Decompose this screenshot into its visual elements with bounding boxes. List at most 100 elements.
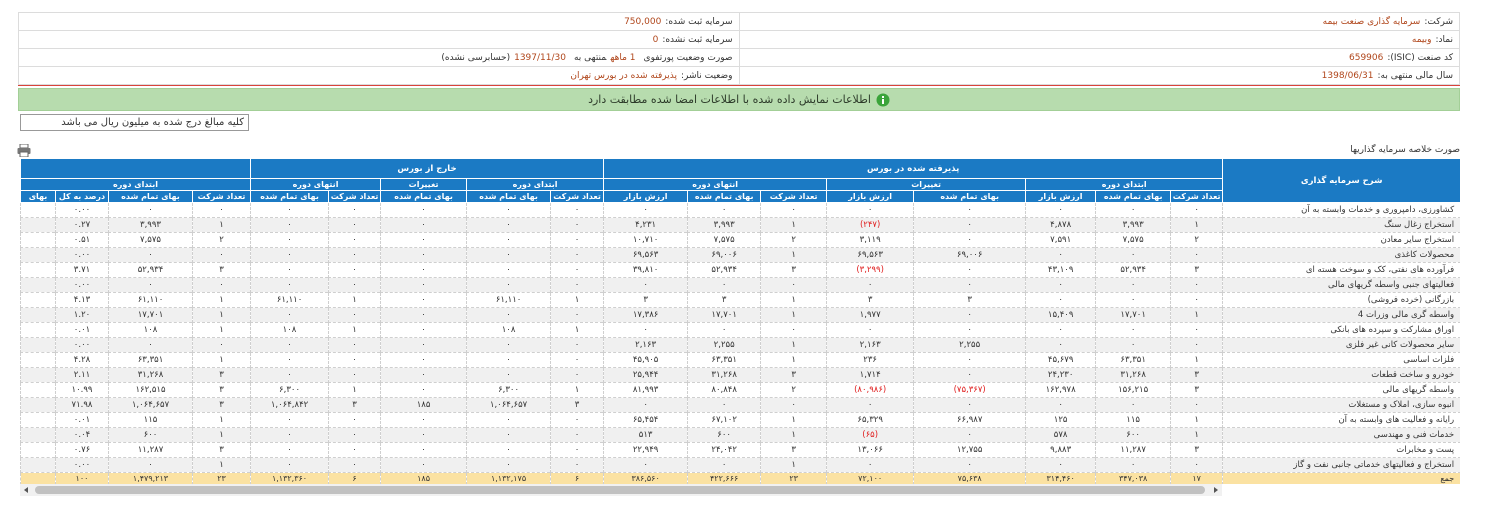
cell: ۰: [687, 277, 762, 293]
row-label: فعالیتهای جنبی واسطه گریهای مالی: [1222, 277, 1460, 293]
cell: ۰: [249, 457, 330, 473]
cell: ۶۹,۰۰۶: [913, 247, 1027, 263]
notice-bar: اطلاعات نمایش داده شده با اطلاعات امضا ش…: [18, 88, 1460, 111]
cell: ۰: [108, 202, 193, 218]
cell: ۰: [603, 457, 689, 473]
info-cell: نماد:وبیمه: [738, 30, 1460, 49]
info-label: وضعیت ناشر:: [680, 70, 733, 81]
cell: [20, 397, 56, 413]
data-row: سایر محصولات کانی غیر فلزی ۰ ۰ ۰ ۲,۲۵۵ ۲,۱۶۳ ۱…: [20, 337, 1460, 353]
cell: ۰: [466, 412, 552, 428]
scroll-right[interactable]: [1210, 484, 1222, 496]
cell: ۰: [328, 307, 382, 323]
cell: ۰.۰۱: [55, 412, 109, 428]
cell: ۱: [1170, 427, 1224, 443]
info-value: سرمایه گذاری صنعت بیمه: [1322, 16, 1421, 27]
period-header: ابتدای دوره: [466, 178, 605, 191]
cell: ۰: [1025, 322, 1097, 338]
print-button[interactable]: [17, 144, 31, 157]
cell: ۰: [687, 397, 762, 413]
cell: ۱: [760, 352, 828, 368]
cell: ۰: [108, 277, 193, 293]
cell: ۰: [466, 217, 552, 233]
cell: ۱۷,۷۰۱: [687, 307, 762, 323]
cell: ۰: [380, 427, 468, 443]
cell: ۱: [550, 382, 605, 398]
cell: ۰: [550, 367, 605, 383]
cell: ۰: [249, 232, 330, 248]
cell: ۱۸۵: [380, 472, 468, 484]
cell: ۰: [249, 262, 330, 278]
cell: ۰: [550, 262, 605, 278]
cell: ۰: [249, 352, 330, 368]
cell: ۰: [826, 322, 915, 338]
data-row: رایانه و فعالیت های وابسته به آن ۱ ۱۱۵ ۱۲۵ ۶…: [20, 412, 1460, 428]
cell: ۱۲,۷۵۵: [913, 442, 1027, 458]
cell: ۶۰۰: [687, 427, 762, 443]
cell: ۰: [328, 232, 382, 248]
cell: (۸۰,۹۸۶): [826, 382, 915, 398]
scroll-left[interactable]: [20, 484, 32, 496]
cell: ۰: [913, 262, 1027, 278]
cell: ۶: [328, 472, 382, 484]
cell: ۰: [466, 307, 552, 323]
cell: ۱۵,۴۰۹: [1025, 307, 1097, 323]
cell: ۱۰۸: [466, 322, 552, 338]
info-row: نماد:وبیمه سرمایه ثبت نشده:0: [18, 30, 1460, 49]
info-value: 750,000: [624, 16, 662, 27]
cell: ۰: [108, 247, 193, 263]
cell: ۱۷: [1170, 472, 1224, 484]
cell: ۰: [1095, 322, 1172, 338]
cell: ۰: [913, 232, 1027, 248]
cell: ۸۰,۸۴۸: [687, 382, 762, 398]
cell: ۳: [1170, 367, 1224, 383]
cell: ۱: [760, 412, 828, 428]
cell: [20, 247, 56, 263]
cell: ۲۴,۰۴۲: [687, 442, 762, 458]
cell: ۰: [913, 307, 1027, 323]
cell: ۳: [760, 262, 828, 278]
scroll-thumb[interactable]: [35, 486, 1205, 494]
info-label: کد صنعت (ISIC):: [1387, 52, 1453, 63]
group-header: خارج از بورس: [249, 158, 605, 179]
row-label: خودرو و ساخت قطعات: [1222, 367, 1460, 383]
cell: ۵۷۸: [1025, 427, 1097, 443]
cell: ۱: [328, 322, 382, 338]
column-header: بهای تمام شده: [1095, 190, 1172, 203]
cell: (۷۵,۳۶۷): [913, 382, 1027, 398]
cell: ۳۱۴,۴۶۰: [1025, 472, 1097, 484]
cell: ۰: [1095, 337, 1172, 353]
cell: ۰: [192, 202, 251, 218]
cell: [20, 277, 56, 293]
data-row: خدمات فنی و مهندسی ۱ ۶۰۰ ۵۷۸ ۰ (۶۵) ۱ ۶۰۰ ۵۱۳ ۰ ۰ ۰…: [20, 427, 1460, 443]
cell: ۰: [328, 367, 382, 383]
cell: ۰: [1025, 247, 1097, 263]
cell: ۰: [249, 427, 330, 443]
cell: ۳: [913, 292, 1027, 308]
cell: ۰: [1095, 202, 1172, 218]
cell: ۰: [249, 442, 330, 458]
cell: ۰: [603, 277, 689, 293]
cell: ۱۱,۲۸۷: [1095, 442, 1172, 458]
column-header: ارزش بازار: [603, 190, 689, 203]
header-row: شرح سرمایه گذاری پذیرفته شده در بورس خارج …: [20, 158, 1460, 203]
column-header: بهای تمام شده: [466, 190, 552, 203]
horizontal-scrollbar[interactable]: [20, 484, 1222, 496]
cell: ۴۳,۱۰۹: [1025, 262, 1097, 278]
cell: ۰.۲۷: [55, 217, 109, 233]
cell: ۰.۰۱: [55, 322, 109, 338]
cell: ۶۷,۱۰۲: [687, 412, 762, 428]
cell: ۱: [760, 337, 828, 353]
cell: ۰: [466, 352, 552, 368]
cell: ۰: [466, 232, 552, 248]
row-label: جمع: [1222, 472, 1460, 484]
cell: [20, 382, 56, 398]
cell: ۶۹,۵۶۳: [826, 247, 915, 263]
total-row: جمع ۱۷ ۳۴۷,۰۳۸ ۳۱۴,۴۶۰ ۷۵,۶۳۸ ۷۲,۱۰۰ ۲۳ ۴۲۲,۶۶۶…: [20, 472, 1460, 484]
info-cell: وضعیت ناشر:پذیرفته شده در بورس تهران: [18, 66, 740, 85]
cell: ۰: [1095, 277, 1172, 293]
data-row: بازرگانی (خرده فروشی) ۰ ۰ ۰ ۳ ۳ ۱ ۳ ۳ ۱ ۶۱,۱۱۰ ۰ ۱ ۶۱…: [20, 292, 1460, 308]
cell: [20, 457, 56, 473]
cell: ۰: [1170, 337, 1224, 353]
